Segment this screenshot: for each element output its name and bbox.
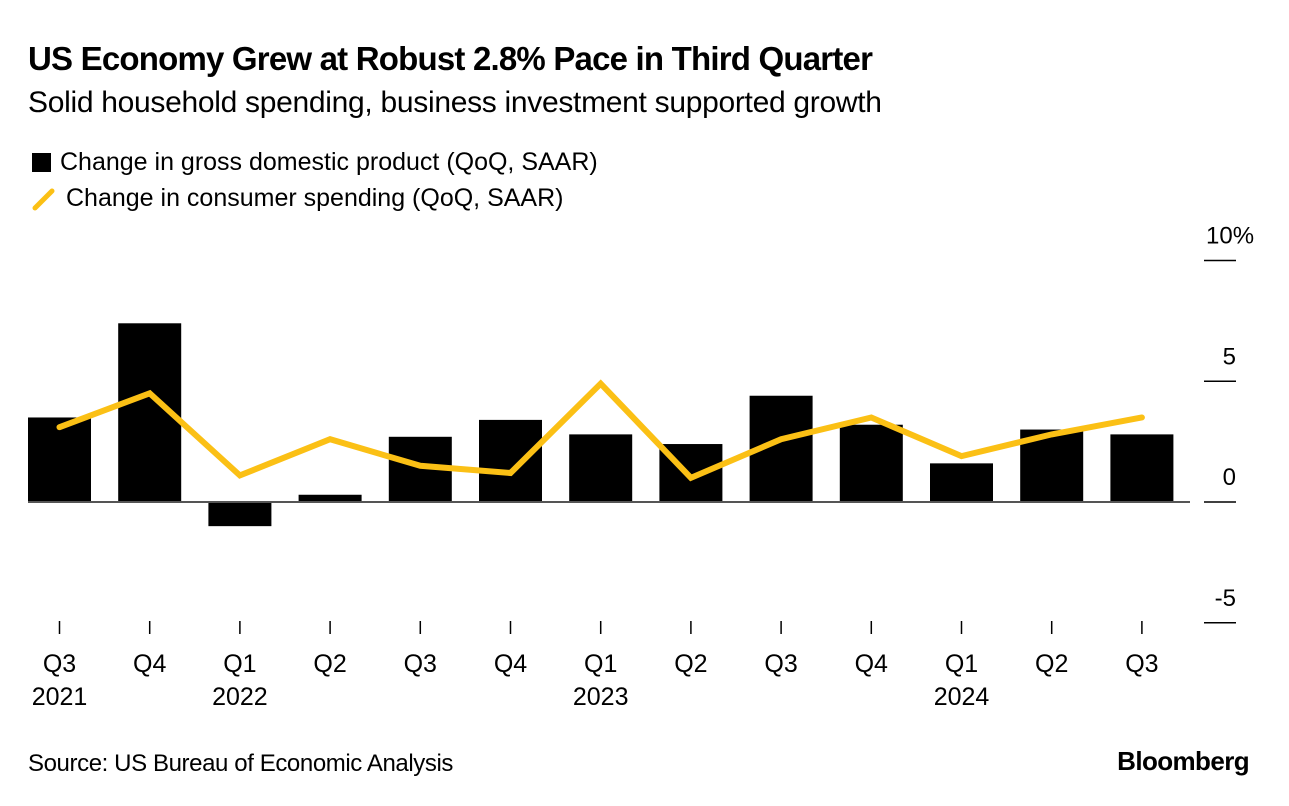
x-tick-label-quarter: Q3 bbox=[43, 650, 76, 678]
bar-gdp-q4-2022 bbox=[479, 419, 542, 502]
x-tick-label-year: 2024 bbox=[934, 683, 990, 711]
bar-gdp-q3-2024 bbox=[1110, 434, 1174, 502]
x-tick-label-year: 2023 bbox=[573, 683, 629, 711]
legend-label-consumer-spending: Change in consumer spending (QoQ, SAAR) bbox=[66, 184, 564, 212]
x-tick-label-quarter: Q4 bbox=[855, 650, 888, 678]
x-tick-label-year: 2022 bbox=[212, 683, 268, 711]
x-tick-label-quarter: Q1 bbox=[223, 650, 256, 678]
y-tick-label: -5 bbox=[1215, 585, 1236, 612]
legend-item-consumer-spending: Change in consumer spending (QoQ, SAAR) bbox=[32, 184, 563, 213]
chart-title: US Economy Grew at Robust 2.8% Pace in T… bbox=[28, 40, 873, 77]
bar-gdp-q1-2023 bbox=[569, 434, 633, 502]
chart-subtitle: Solid household spending, business inves… bbox=[28, 86, 882, 119]
x-tick-label-quarter: Q2 bbox=[674, 650, 707, 678]
x-tick-label-quarter: Q1 bbox=[584, 650, 617, 678]
legend-label-gdp: Change in gross domestic product (QoQ, S… bbox=[60, 148, 598, 176]
bar-gdp-q1-2022 bbox=[208, 502, 272, 527]
bar-gdp-q1-2024 bbox=[930, 463, 993, 502]
x-tick-label-quarter: Q1 bbox=[945, 650, 978, 678]
y-tick-label: 5 bbox=[1223, 343, 1236, 370]
line-series bbox=[56, 379, 1145, 482]
x-tick-label-quarter: Q2 bbox=[1035, 650, 1068, 678]
legend-item-gdp: Change in gross domestic product (QoQ, S… bbox=[32, 148, 598, 177]
x-tick-label-quarter: Q4 bbox=[494, 650, 527, 678]
source-note: Source: US Bureau of Economic Analysis bbox=[28, 750, 454, 777]
bar-gdp-q4-2023 bbox=[839, 424, 903, 502]
bar-gdp-q3-2021 bbox=[28, 417, 91, 502]
x-tick-label-quarter: Q2 bbox=[313, 650, 346, 678]
legend-square-swatch-icon bbox=[32, 153, 51, 172]
x-tick-label-quarter: Q3 bbox=[764, 650, 797, 678]
x-tick-label-quarter: Q3 bbox=[404, 650, 437, 678]
bloomberg-logo: Bloomberg bbox=[1117, 746, 1249, 776]
bar-series bbox=[28, 323, 1174, 527]
y-tick-label: 0 bbox=[1223, 464, 1236, 491]
y-axis: 10% 5 0 -5 bbox=[1204, 223, 1254, 624]
legend-line-swatch-icon bbox=[32, 188, 55, 210]
x-tick-label-quarter: Q4 bbox=[133, 650, 166, 678]
x-axis: Q3 2021 Q4 Q1 2022 Q2 Q3 Q4 Q1 2023 Q2 Q3 Q4 Q1 2024 Q2… bbox=[32, 621, 1159, 711]
x-tick-label-quarter: Q3 bbox=[1125, 650, 1158, 678]
bar-gdp-q2-2022 bbox=[298, 494, 362, 502]
x-tick-label-year: 2021 bbox=[32, 683, 88, 711]
y-tick-label: 10% bbox=[1206, 223, 1254, 250]
